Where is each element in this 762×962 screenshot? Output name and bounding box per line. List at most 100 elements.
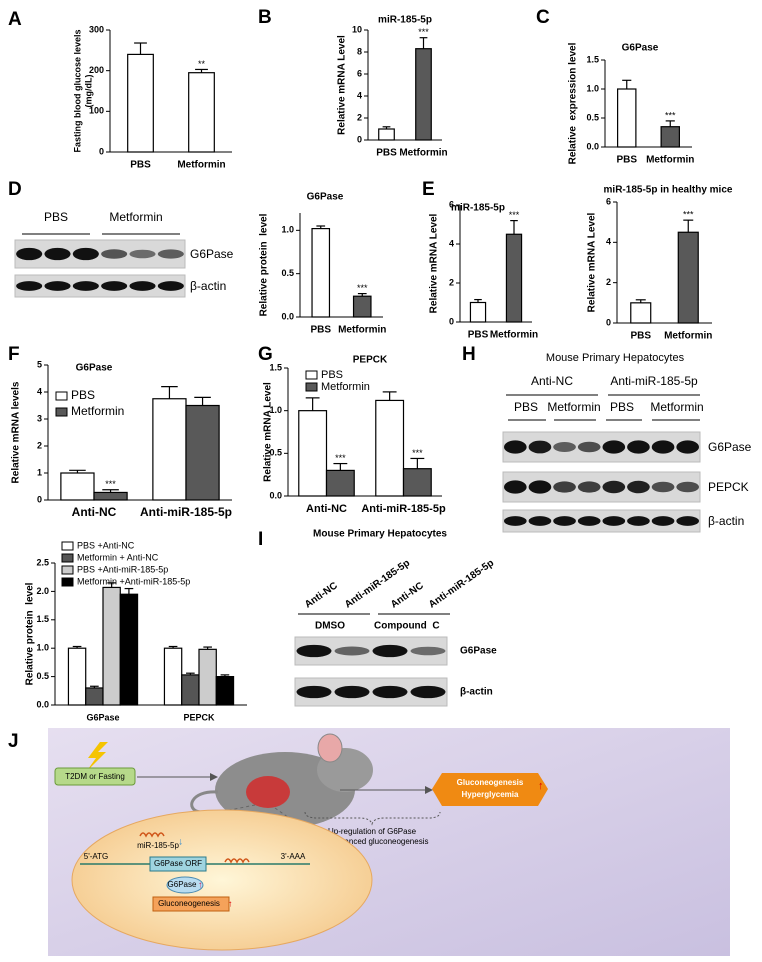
y-tick-label: 300 xyxy=(89,24,104,34)
panel-letter: G xyxy=(258,344,273,365)
blot-band xyxy=(553,516,576,526)
chart: G6Pase Relative expression level 0.0 0.5 1.0… xyxy=(568,42,695,165)
x-tick-label: PBS xyxy=(630,331,651,342)
blot-band xyxy=(503,480,527,494)
error-bar xyxy=(69,469,86,473)
error-bar xyxy=(107,582,116,588)
group-label: DMSO xyxy=(315,621,345,632)
blot-h: Mouse Primary Hepatocytes Anti-NC Anti-m… xyxy=(506,352,752,528)
bar xyxy=(505,233,523,323)
y-tick-label: 0.0 xyxy=(281,311,294,321)
y-axis-label: Relative mRNA levels xyxy=(11,381,22,483)
significance-label: *** xyxy=(335,453,346,463)
error-bar xyxy=(102,489,119,493)
error-bar xyxy=(316,225,326,229)
lightning-icon xyxy=(86,742,108,772)
y-tick-label: 8 xyxy=(357,46,362,56)
error-bar xyxy=(195,68,208,73)
y-tick-label: 2 xyxy=(357,112,362,122)
outcome-box xyxy=(432,773,548,806)
chart-title: G6Pase xyxy=(76,363,113,374)
orf-box xyxy=(149,856,207,872)
y-tick-label: 100 xyxy=(89,106,104,116)
blot-band xyxy=(602,480,626,494)
significance-label: *** xyxy=(683,210,694,220)
y-tick-label: 0 xyxy=(449,316,454,326)
outcome-text: Hyperglycemia xyxy=(462,790,519,799)
x-tick-label: Anti-miR-185-5p xyxy=(140,505,232,519)
y-tick-label: 2 xyxy=(606,277,611,287)
y-axis-label: Relative mRNA Level xyxy=(429,213,440,313)
error-bar xyxy=(510,220,518,235)
bar xyxy=(677,231,699,324)
arrowhead xyxy=(210,773,218,781)
y-tick-label: 1.5 xyxy=(269,362,282,372)
y-tick-label: 1 xyxy=(37,467,42,477)
bar xyxy=(630,302,652,324)
bar xyxy=(215,675,235,706)
blot-band xyxy=(296,644,332,658)
blot-band xyxy=(627,440,650,454)
blot-band xyxy=(44,281,71,291)
blot-band xyxy=(577,481,601,493)
group-label: Anti-NC xyxy=(531,374,573,388)
legend-label: PBS +Anti-miR-185-5p xyxy=(77,564,168,574)
blot-title: Mouse Primary Hepatocytes xyxy=(313,529,447,540)
group-label: Anti-miR-185-5p xyxy=(610,374,698,388)
y-tick-label: 2.5 xyxy=(36,557,49,567)
bar xyxy=(185,404,220,501)
bar xyxy=(163,647,183,706)
legend-label: Metformin + Anti-NC xyxy=(77,552,159,562)
five-prime-text: 5'-ATG xyxy=(84,852,109,861)
significance-label: *** xyxy=(665,110,676,120)
x-tick-label: PBS xyxy=(130,160,151,171)
protein-label: G6Pase xyxy=(460,646,497,657)
blot-band xyxy=(16,247,43,261)
error-bar xyxy=(134,42,147,55)
y-tick-label: 0.0 xyxy=(586,141,599,151)
y-tick-label: 1.5 xyxy=(586,54,599,64)
blot-background xyxy=(14,239,186,269)
protein-label: G6Pase xyxy=(190,247,234,261)
treatment-label: PBS xyxy=(514,400,538,414)
panel-letter: C xyxy=(536,7,550,28)
chart-title: G6Pase xyxy=(307,192,344,203)
blot-band xyxy=(528,440,552,454)
lane-label: Anti-miR-185-5p xyxy=(427,558,496,611)
bar xyxy=(375,399,405,497)
bar xyxy=(93,491,128,501)
x-tick-label: PBS xyxy=(310,325,331,336)
bar xyxy=(415,48,432,141)
error-bar xyxy=(72,645,82,649)
error-bar xyxy=(683,219,694,233)
note-text: Up-regulation of G6Pase xyxy=(328,827,417,836)
bar xyxy=(127,53,154,153)
bar xyxy=(617,88,637,148)
blot-band xyxy=(410,646,446,656)
error-bar xyxy=(665,120,675,127)
error-bar xyxy=(161,386,178,399)
y-tick-label: 0.5 xyxy=(269,448,282,458)
mirna-text: miR-185-5p xyxy=(137,841,179,850)
legend-swatch xyxy=(305,370,318,380)
error-bar xyxy=(305,397,320,411)
blot-band xyxy=(528,480,552,494)
x-tick-label: PBS xyxy=(616,155,637,166)
blot-band xyxy=(44,247,71,261)
blot-band xyxy=(129,281,156,291)
process-text: Gluconeogenesis xyxy=(158,899,220,908)
y-tick-label: 2 xyxy=(37,440,42,450)
blot-band xyxy=(372,644,408,658)
blot-band xyxy=(334,646,370,656)
error-bar xyxy=(124,587,134,595)
significance-label: *** xyxy=(418,27,429,37)
chart: G6Pase Relative mRNA levels 0 1 2 3 4 5 Anti-NC *… xyxy=(11,359,232,519)
error-bar xyxy=(203,646,212,650)
blot-band xyxy=(296,685,332,699)
blot-band xyxy=(627,480,650,494)
protein-text: G6Pase xyxy=(168,880,197,889)
protein-label: β-actin xyxy=(460,687,493,698)
y-tick-label: 4 xyxy=(606,237,611,247)
group-label: Metformin xyxy=(109,210,162,224)
trigger-box xyxy=(54,767,136,786)
